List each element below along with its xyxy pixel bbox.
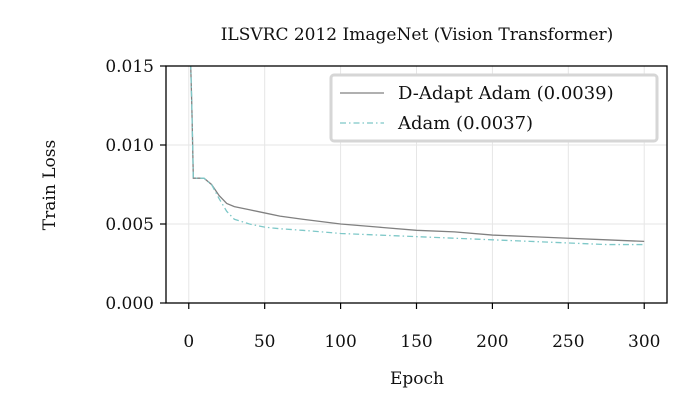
series-layer bbox=[190, 66, 645, 246]
legend-label-adam: Adam (0.0037) bbox=[397, 113, 533, 134]
x-tick-label: 200 bbox=[476, 332, 508, 352]
x-tick-label: 250 bbox=[552, 332, 584, 352]
y-axis-label: Train Loss bbox=[40, 140, 60, 230]
legend-box bbox=[329, 73, 659, 143]
series-line-0 bbox=[190, 66, 645, 243]
y-tick-label: 0.000 bbox=[105, 294, 154, 314]
x-axis-ticks: 0 50 100 150 200 250 300 bbox=[183, 303, 660, 352]
x-tick-label: 300 bbox=[628, 332, 660, 352]
y-tick-label: 0.005 bbox=[105, 215, 154, 235]
y-tick-label: 0.010 bbox=[105, 136, 154, 156]
legend-label-d-adapt-adam: D-Adapt Adam (0.0039) bbox=[398, 83, 614, 104]
y-axis-ticks: 0.000 0.005 0.010 0.015 bbox=[105, 57, 166, 314]
x-tick-label: 50 bbox=[254, 332, 276, 352]
legend: D-Adapt Adam (0.0039) Adam (0.0037) bbox=[329, 73, 659, 143]
series-line-1 bbox=[190, 66, 645, 246]
chart-title: ILSVRC 2012 ImageNet (Vision Transformer… bbox=[221, 25, 614, 45]
x-tick-label: 150 bbox=[400, 332, 432, 352]
x-tick-label: 100 bbox=[324, 332, 356, 352]
x-axis-label: Epoch bbox=[390, 369, 444, 389]
y-tick-label: 0.015 bbox=[105, 57, 154, 77]
x-tick-label: 0 bbox=[183, 332, 194, 352]
